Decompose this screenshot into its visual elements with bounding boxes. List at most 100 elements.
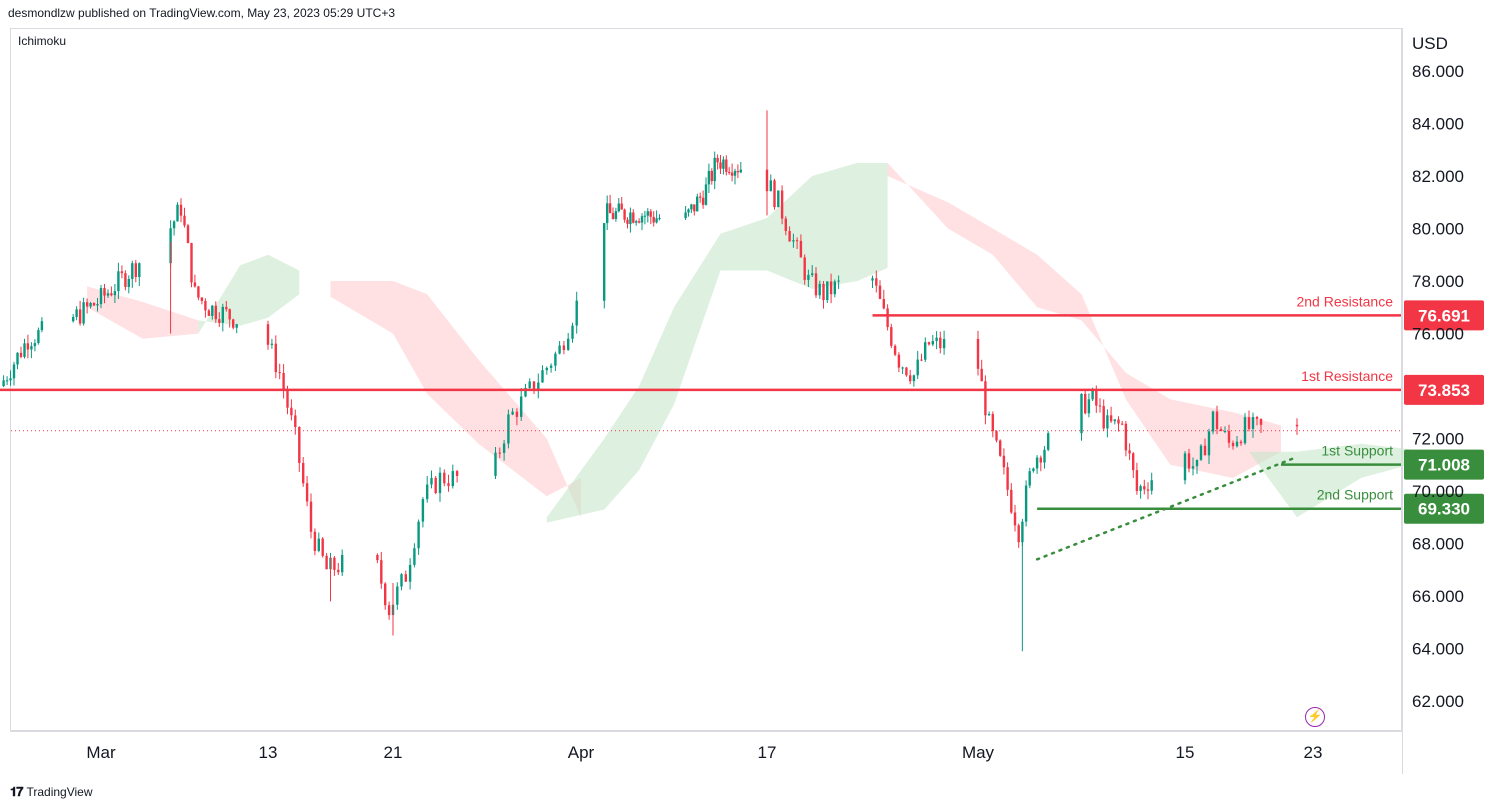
level-price-tag-2 (1404, 449, 1484, 480)
candle-8 (30, 342, 33, 359)
candle-58 (290, 399, 293, 421)
candle-74 (384, 582, 387, 610)
candle-117 (617, 198, 620, 213)
candle-44 (211, 304, 214, 320)
candle-175 (882, 289, 885, 310)
tradingview-logo-icon: 𝟏𝟕 (10, 784, 24, 799)
candle-146 (725, 155, 728, 176)
time-axis[interactable]: Mar 13 21 Apr 17 May 15 23 (86, 743, 1322, 762)
candle-45 (214, 301, 217, 323)
candle-160 (795, 237, 799, 249)
candle-242 (1223, 426, 1227, 434)
candle-120 (626, 217, 629, 229)
candle-236 (1199, 444, 1203, 461)
candle-148 (730, 163, 734, 182)
footer: 𝟏𝟕 TradingView (10, 784, 93, 800)
time-tick-label: 13 (259, 743, 278, 762)
candle-226 (1132, 452, 1135, 478)
candle-125 (640, 213, 644, 231)
candle-228 (1139, 484, 1142, 499)
candle-105 (549, 363, 553, 373)
candle-4 (16, 352, 19, 370)
candle-104 (545, 366, 548, 375)
candle-188 (931, 335, 934, 347)
candle-211 (1047, 431, 1050, 452)
price-tick-label: 70.000 (1412, 482, 1464, 501)
candle-108 (562, 341, 566, 355)
candle-179 (897, 352, 901, 373)
candle-23 (110, 286, 113, 297)
time-tick-label: May (962, 743, 995, 762)
candle-94 (502, 439, 506, 461)
candle-124 (637, 218, 641, 224)
candle-123 (635, 219, 638, 226)
candle-176 (886, 304, 889, 331)
candle-89 (447, 474, 450, 492)
candle-64 (313, 528, 317, 556)
candle-14 (78, 300, 82, 326)
candle-93 (498, 447, 501, 459)
candle-194 (984, 375, 987, 425)
support-trendline[interactable] (1035, 455, 1299, 561)
candle-246 (1239, 439, 1243, 446)
candle-97 (515, 408, 519, 426)
candle-26 (120, 265, 124, 279)
indicator-legend-ichimoku[interactable]: Ichimoku (18, 34, 67, 48)
candle-22 (106, 289, 110, 298)
candle-29 (131, 260, 134, 288)
candle-31 (138, 262, 141, 286)
candle-249 (1251, 412, 1255, 438)
candle-165 (814, 267, 818, 298)
candle-140 (707, 163, 711, 193)
candle-54 (274, 335, 277, 379)
price-tick-label: 82.000 (1412, 167, 1464, 186)
candle-1 (5, 376, 9, 385)
candle-50 (232, 318, 235, 330)
candle-131 (658, 214, 661, 221)
candle-149 (733, 168, 737, 185)
price-axis[interactable]: 86.000 84.000 82.000 80.000 78.000 76.000 72.0… (1412, 62, 1464, 711)
level-price-label-1: 73.853 (1418, 381, 1470, 400)
candle-67 (325, 552, 328, 570)
candle-19 (96, 297, 99, 312)
currency-label[interactable]: USD (1412, 34, 1448, 53)
time-tick-label: 21 (384, 743, 403, 762)
candle-184 (916, 350, 919, 379)
candle-0 (2, 375, 5, 388)
time-tick-label: 23 (1304, 743, 1323, 762)
candle-245 (1235, 436, 1239, 448)
candle-244 (1231, 440, 1235, 450)
candle-173 (875, 270, 878, 293)
candle-196 (991, 411, 994, 438)
candle-107 (558, 341, 561, 355)
candle-49 (228, 308, 231, 328)
price-tick-label: 64.000 (1412, 640, 1464, 659)
candle-222 (1117, 416, 1120, 432)
candle-85 (430, 470, 433, 489)
level-price-label-3: 69.330 (1418, 500, 1470, 519)
lightning-icon[interactable]: ⚡ (1305, 707, 1325, 727)
candle-102 (537, 373, 540, 399)
candle-113 (606, 195, 609, 230)
candle-86 (434, 476, 437, 495)
candle-12 (72, 314, 75, 323)
candle-9 (33, 339, 37, 352)
candle-201 (1010, 483, 1013, 514)
candle-220 (1109, 406, 1113, 423)
candle-80 (408, 558, 412, 590)
candle-183 (912, 374, 916, 387)
candle-229 (1143, 479, 1146, 495)
candle-243 (1227, 424, 1231, 448)
candlesticks (2, 110, 1299, 652)
candle-155 (777, 190, 780, 208)
candle-221 (1113, 419, 1116, 425)
candle-217 (1098, 398, 1102, 413)
candle-98 (520, 388, 523, 421)
candle-75 (387, 601, 391, 620)
candle-91 (455, 469, 459, 483)
candle-111 (575, 291, 578, 334)
candle-69 (333, 556, 336, 576)
candle-33 (172, 220, 176, 236)
candle-202 (1013, 505, 1017, 532)
